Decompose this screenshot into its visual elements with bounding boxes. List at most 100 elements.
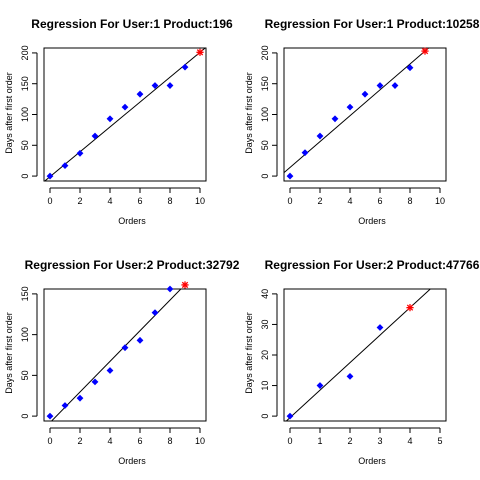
y-axis: 0 50 100 150 200 [260, 45, 278, 179]
y-tick-label: 40 [260, 289, 270, 299]
data-points [46, 63, 189, 180]
data-point [46, 172, 54, 180]
y-tick-label: 0 [260, 414, 270, 419]
data-point [61, 162, 69, 170]
data-point [106, 367, 114, 374]
chart-panel-1: Regression For User:1 Product:196 0 2 4 6 8 10… [4, 17, 233, 226]
y-tick-label: 10 [260, 381, 270, 391]
data-points [286, 324, 384, 420]
x-tick-label: 6 [137, 196, 142, 206]
data-point [316, 382, 324, 389]
y-axis-label: Days after first order [4, 72, 14, 154]
data-point [391, 82, 399, 89]
x-tick-label: 4 [347, 196, 352, 206]
regression-line [44, 48, 206, 181]
x-tick-label: 2 [347, 436, 352, 446]
y-tick-label: 100 [20, 327, 30, 342]
data-point [346, 372, 354, 380]
regression-line [285, 289, 432, 421]
regression-line [284, 48, 430, 174]
y-tick-label: 150 [20, 286, 30, 301]
data-point [61, 402, 69, 409]
data-point [136, 90, 144, 98]
data-point [286, 412, 294, 420]
chart-title: Regression For User:1 Product:10258 [265, 17, 480, 31]
y-axis: 0 10 20 30 40 [260, 289, 278, 419]
x-axis: 0 2 4 6 8 10 [287, 187, 445, 206]
plot-frame [283, 47, 447, 182]
x-tick-label: 0 [47, 196, 52, 206]
y-tick-label: 0 [260, 174, 270, 179]
x-axis-label: Orders [118, 216, 146, 226]
y-tick-label: 0 [20, 174, 30, 179]
data-point [376, 82, 384, 89]
x-axis: 0 2 4 6 8 10 [47, 187, 205, 206]
y-tick-label: 200 [20, 45, 30, 60]
data-point [406, 64, 414, 72]
x-axis-label: Orders [358, 216, 386, 226]
y-axis: 0 50 100 150 200 [20, 45, 38, 179]
x-tick-label: 10 [195, 436, 205, 446]
plot-frame [43, 288, 207, 422]
chart-title: Regression For User:2 Product:32792 [25, 258, 240, 272]
data-point [376, 324, 384, 331]
x-tick-label: 8 [407, 196, 412, 206]
data-points [46, 285, 174, 420]
data-point [331, 115, 339, 123]
y-tick-label: 20 [260, 350, 270, 360]
chart-panel-2: Regression For User:1 Product:10258 0 2 4 6 8… [244, 17, 480, 226]
x-axis-label: Orders [358, 456, 386, 466]
x-tick-label: 6 [377, 196, 382, 206]
y-tick-label: 100 [20, 107, 30, 122]
x-tick-label: 4 [407, 436, 412, 446]
y-tick-label: 50 [20, 140, 30, 150]
x-tick-label: 1 [317, 436, 322, 446]
data-point [181, 63, 189, 71]
predicted-point [421, 47, 429, 55]
data-point [121, 344, 129, 352]
data-point [151, 82, 159, 89]
data-points [286, 64, 414, 180]
y-tick-label: 200 [260, 45, 270, 60]
chart-title: Regression For User:2 Product:47766 [265, 258, 480, 272]
y-tick-label: 100 [260, 107, 270, 122]
plot-frame [283, 288, 447, 422]
data-point [106, 115, 114, 123]
data-point [346, 103, 354, 111]
data-point [301, 149, 309, 157]
y-axis-label: Days after first order [244, 312, 254, 394]
x-tick-label: 2 [317, 196, 322, 206]
y-tick-label: 150 [20, 76, 30, 91]
chart-panel-4: Regression For User:2 Product:47766 0 1 2 3 4… [244, 258, 480, 466]
x-tick-label: 0 [47, 436, 52, 446]
y-tick-label: 150 [260, 76, 270, 91]
x-tick-label: 5 [437, 436, 442, 446]
data-point [76, 394, 84, 402]
x-tick-label: 4 [107, 436, 112, 446]
data-point [166, 82, 174, 89]
y-tick-label: 30 [260, 319, 270, 329]
x-tick-label: 2 [77, 436, 82, 446]
x-tick-label: 8 [167, 196, 172, 206]
plot-frame [43, 47, 207, 182]
x-axis-label: Orders [118, 456, 146, 466]
x-tick-label: 3 [377, 436, 382, 446]
data-point [361, 90, 369, 98]
data-point [46, 412, 54, 420]
x-tick-label: 4 [107, 196, 112, 206]
x-tick-label: 10 [435, 196, 445, 206]
predicted-point [181, 281, 189, 289]
data-point [91, 132, 99, 140]
y-tick-label: 50 [260, 140, 270, 150]
x-tick-label: 0 [287, 436, 292, 446]
data-point [136, 336, 144, 344]
y-axis-label: Days after first order [4, 312, 14, 394]
y-tick-label: 50 [20, 370, 30, 380]
chart-title: Regression For User:1 Product:196 [31, 17, 233, 31]
y-axis-label: Days after first order [244, 72, 254, 154]
data-point [121, 103, 129, 111]
x-tick-label: 8 [167, 436, 172, 446]
data-point [166, 285, 174, 293]
data-point [286, 172, 294, 180]
